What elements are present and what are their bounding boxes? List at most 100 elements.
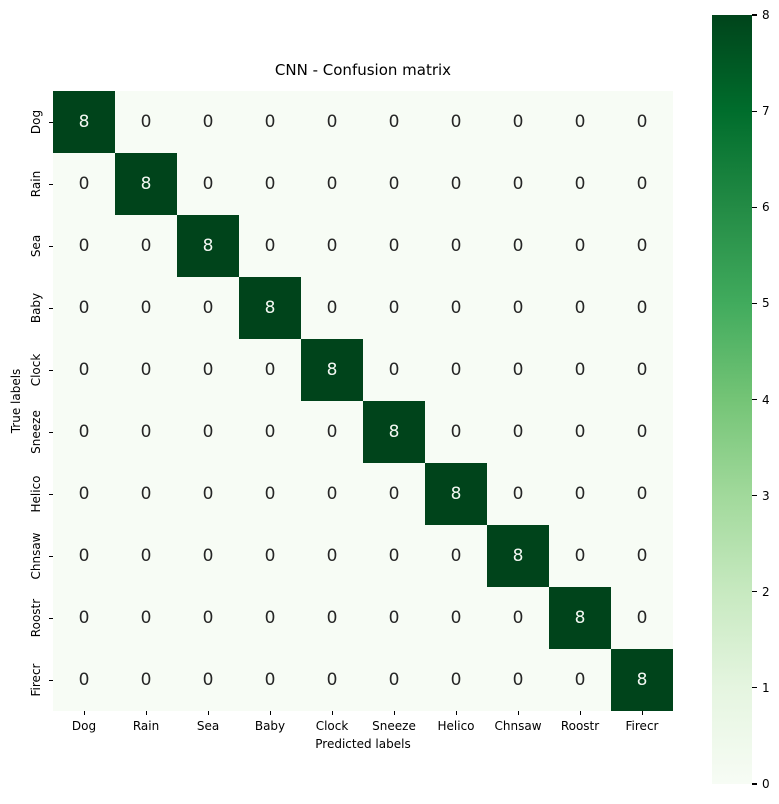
heatmap-cell: 8 (177, 215, 239, 277)
y-tick-label: Sneeze (29, 410, 43, 454)
x-tick-label: Clock (315, 719, 349, 733)
heatmap-cell: 0 (363, 91, 425, 153)
heatmap-cell: 0 (53, 587, 115, 649)
heatmap-cell: 0 (301, 91, 363, 153)
colorbar-tick-mark (752, 783, 757, 785)
tick-mark (49, 431, 53, 433)
colorbar-tick-mark (752, 110, 757, 112)
heatmap-cell: 0 (549, 215, 611, 277)
heatmap-cell: 0 (611, 215, 673, 277)
tick-mark (207, 711, 209, 715)
heatmap-cell: 0 (239, 525, 301, 587)
heatmap-cell: 0 (425, 587, 487, 649)
tick-mark (145, 711, 147, 715)
heatmap-cell: 0 (363, 463, 425, 525)
heatmap-cell: 8 (611, 649, 673, 711)
tick-mark (641, 711, 643, 715)
colorbar-tick-mark (752, 302, 757, 304)
x-tick-label: Dog (71, 719, 97, 733)
heatmap-cell: 0 (549, 401, 611, 463)
heatmap-cell: 0 (487, 215, 549, 277)
heatmap-cell: 0 (115, 91, 177, 153)
tick-mark (49, 679, 53, 681)
heatmap-cell: 0 (53, 153, 115, 215)
heatmap-cell: 0 (611, 525, 673, 587)
tick-mark (49, 183, 53, 185)
heatmap-cell: 0 (301, 649, 363, 711)
colorbar-tick-mark (752, 206, 757, 208)
colorbar-tick-label: 3 (762, 488, 770, 503)
x-axis-label: Predicted labels (315, 737, 411, 751)
x-tick-label: Sea (196, 719, 220, 733)
y-axis-label: True labels (9, 368, 23, 434)
x-tick-label: Sneeze (372, 719, 416, 733)
colorbar-tick-label: 7 (762, 104, 770, 119)
heatmap-cell: 0 (611, 587, 673, 649)
colorbar-tick-mark (752, 398, 757, 401)
x-tick-label: Baby (254, 719, 286, 733)
heatmap-cell: 0 (611, 463, 673, 525)
y-tick-label: Firecr (29, 663, 43, 697)
heatmap-cell: 0 (115, 215, 177, 277)
heatmap-cell: 0 (53, 277, 115, 339)
heatmap-cell: 0 (549, 463, 611, 525)
heatmap-cell: 0 (363, 649, 425, 711)
heatmap-cell: 0 (177, 153, 239, 215)
heatmap-cell: 0 (363, 215, 425, 277)
x-tick-label: Firecr (625, 719, 659, 733)
heatmap-cell: 0 (611, 339, 673, 401)
heatmap-cell: 8 (487, 525, 549, 587)
heatmap-cell: 0 (487, 153, 549, 215)
heatmap-cell: 0 (487, 339, 549, 401)
heatmap-cell: 8 (115, 153, 177, 215)
heatmap-cell: 0 (487, 649, 549, 711)
heatmap-cell: 0 (425, 91, 487, 153)
heatmap-cell: 0 (301, 463, 363, 525)
x-tick-label: Roostr (560, 719, 600, 733)
y-tick-label: Rain (29, 170, 43, 198)
heatmap-cell: 0 (53, 215, 115, 277)
heatmap-cell: 0 (115, 463, 177, 525)
heatmap-cell: 0 (487, 463, 549, 525)
tick-mark (49, 555, 53, 557)
colorbar-tick-label: 1 (762, 680, 770, 695)
tick-mark (49, 369, 53, 371)
heatmap-cell: 0 (549, 91, 611, 153)
tick-mark (331, 711, 333, 715)
y-tick-label: Roostr (29, 598, 43, 638)
heatmap-cell: 8 (363, 401, 425, 463)
heatmap-cell: 0 (53, 463, 115, 525)
heatmap-cell: 0 (301, 277, 363, 339)
y-tick-label: Baby (29, 292, 43, 324)
heatmap-cell: 0 (239, 463, 301, 525)
heatmap-cell: 0 (363, 153, 425, 215)
heatmap-cell: 0 (425, 649, 487, 711)
colorbar (712, 15, 752, 784)
heatmap-cell: 0 (115, 339, 177, 401)
heatmap-cell: 0 (53, 339, 115, 401)
colorbar-tick-label: 2 (762, 584, 770, 599)
heatmap-cell: 0 (363, 277, 425, 339)
heatmap-cell: 8 (53, 91, 115, 153)
heatmap-cell: 0 (53, 525, 115, 587)
colorbar-tick-label: 6 (762, 200, 770, 215)
heatmap-cell: 0 (177, 463, 239, 525)
colorbar-tick-label: 4 (762, 392, 770, 407)
heatmap-cell: 0 (611, 91, 673, 153)
heatmap-cell: 0 (611, 153, 673, 215)
heatmap-cell: 0 (115, 649, 177, 711)
heatmap-cell: 0 (611, 401, 673, 463)
heatmap-cell: 8 (239, 277, 301, 339)
heatmap-cell: 0 (53, 649, 115, 711)
heatmap-cell: 0 (487, 277, 549, 339)
heatmap-cell: 0 (301, 587, 363, 649)
chart-title: CNN - Confusion matrix (274, 61, 452, 79)
heatmap-cell: 0 (177, 649, 239, 711)
tick-mark (393, 711, 395, 715)
colorbar-tick-label: 0 (762, 777, 770, 791)
heatmap-cell: 0 (177, 277, 239, 339)
x-tick-label: Chnsaw (494, 719, 542, 733)
heatmap-cell: 0 (487, 91, 549, 153)
heatmap-cell: 0 (177, 339, 239, 401)
